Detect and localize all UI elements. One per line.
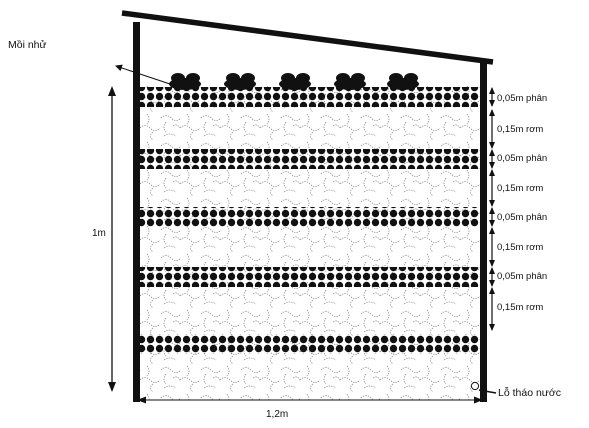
bait-label: Mồi nhử	[8, 40, 47, 51]
height-arrow-bottom	[108, 382, 116, 392]
height-label: 1m	[92, 229, 106, 239]
right-wall	[480, 63, 487, 402]
layer-label: 0,05m phân	[497, 154, 547, 164]
layer-label: 0,05m phân	[497, 213, 547, 223]
layer-dimension-arrows	[489, 87, 495, 331]
roof	[122, 13, 493, 62]
width-label: 1,2m	[266, 410, 288, 420]
layer-label: 0,15m rơm	[497, 184, 543, 194]
bait-clump	[279, 73, 311, 90]
bait-arrow	[116, 66, 176, 86]
layer-label: 0,05m phân	[497, 272, 547, 282]
drain-label: Lỗ tháo nước	[498, 388, 561, 399]
bait-clump	[334, 73, 366, 90]
layer-label: 0,15m rơm	[497, 303, 543, 313]
layer-label: 0,05m phân	[497, 94, 547, 104]
bait-clump	[169, 73, 201, 90]
layer-label: 0,15m rơm	[497, 125, 543, 135]
bait-clump	[387, 73, 419, 90]
layer-label: 0,15m rơm	[497, 243, 543, 253]
height-arrow-top	[108, 86, 116, 96]
bait-clump	[224, 73, 256, 90]
manure-layer	[140, 149, 480, 169]
manure-layer	[140, 87, 480, 107]
left-wall	[133, 22, 140, 402]
manure-layer	[140, 207, 480, 227]
drain-hole	[471, 382, 478, 389]
manure-layer	[140, 267, 480, 287]
manure-layer	[140, 334, 480, 354]
